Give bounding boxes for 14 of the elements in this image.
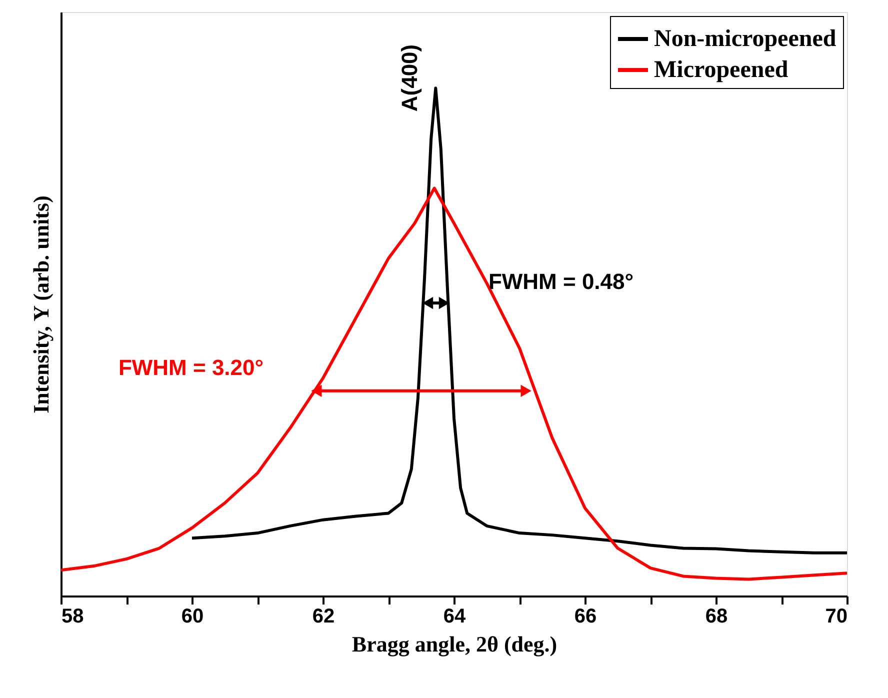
- x-tick-label: 70: [825, 606, 848, 628]
- legend-label: Micropeened: [654, 57, 789, 83]
- x-tick-label: 60: [181, 606, 204, 628]
- x-axis-title: Bragg angle, 2θ (deg.): [352, 632, 558, 656]
- annotation: A(400): [397, 44, 422, 112]
- x-tick-label: 62: [312, 606, 335, 628]
- x-tick-label: 66: [574, 606, 597, 628]
- x-tick-label: 64: [443, 606, 466, 628]
- annotation: FWHM = 0.48°: [488, 269, 634, 294]
- x-tick-label: 58: [62, 606, 84, 628]
- y-axis-title: Intensity, Y (arb. units): [28, 196, 54, 414]
- legend-label: Non-micropeened: [654, 26, 837, 52]
- x-tick-label: 68: [705, 606, 728, 628]
- annotation: FWHM = 3.20°: [118, 355, 264, 380]
